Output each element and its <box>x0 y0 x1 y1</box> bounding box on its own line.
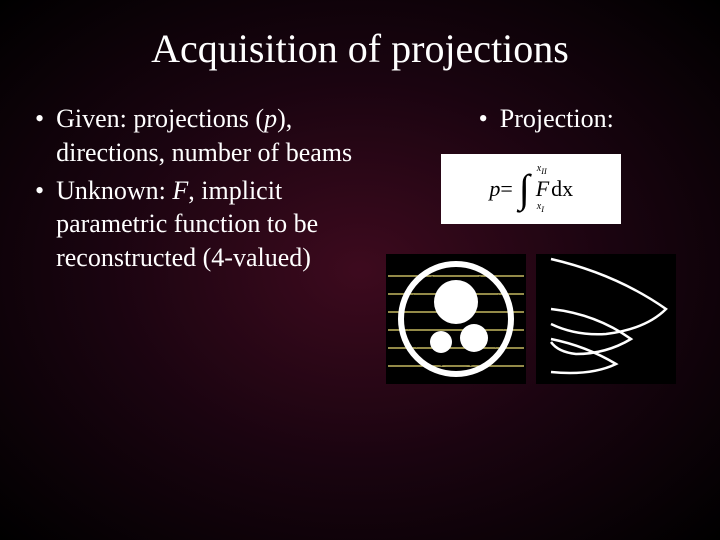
right-column: • Projection: p = ∫ xII xI F dx <box>373 102 691 384</box>
equation-box: p = ∫ xII xI F dx <box>441 154 621 224</box>
text-part: Unknown: <box>56 176 172 205</box>
columns: • Given: projections (p), directions, nu… <box>30 102 690 384</box>
slide-title: Acquisition of projections <box>30 25 690 72</box>
bullet-text-projection: Projection: <box>500 102 614 136</box>
eq-integrand: F <box>536 176 549 202</box>
bullet-unknown: • Unknown: F, implicit parametric functi… <box>35 174 353 275</box>
sinogram-svg <box>536 254 676 384</box>
bullet-text-given: Given: projections (p), directions, numb… <box>56 102 352 170</box>
bullet-given: • Given: projections (p), directions, nu… <box>35 102 353 170</box>
eq-lhs: p <box>489 176 500 202</box>
left-column: • Given: projections (p), directions, nu… <box>30 102 353 384</box>
integral-upper: xII <box>537 163 547 176</box>
phantom-svg <box>386 254 526 384</box>
eq-dx: dx <box>551 176 573 202</box>
phantom-figure <box>386 254 526 384</box>
text-part: Given: projections ( <box>56 104 264 133</box>
figures-row <box>386 254 676 384</box>
sinogram-figure <box>536 254 676 384</box>
bullet-projection: • Projection: <box>479 102 614 136</box>
text-italic: p <box>264 104 277 133</box>
text-italic: F <box>172 176 188 205</box>
integral-sign: ∫ xII xI <box>519 165 530 212</box>
bullet-marker: • <box>35 174 44 208</box>
bullet-marker: • <box>479 102 488 136</box>
equation-content: p = ∫ xII xI F dx <box>489 165 573 212</box>
eq-equals: = <box>500 176 512 202</box>
integral-lower: xI <box>537 201 544 214</box>
slide-container: Acquisition of projections • Given: proj… <box>0 0 720 540</box>
bullet-marker: • <box>35 102 44 136</box>
bullet-text-unknown: Unknown: F, implicit parametric function… <box>56 174 352 275</box>
